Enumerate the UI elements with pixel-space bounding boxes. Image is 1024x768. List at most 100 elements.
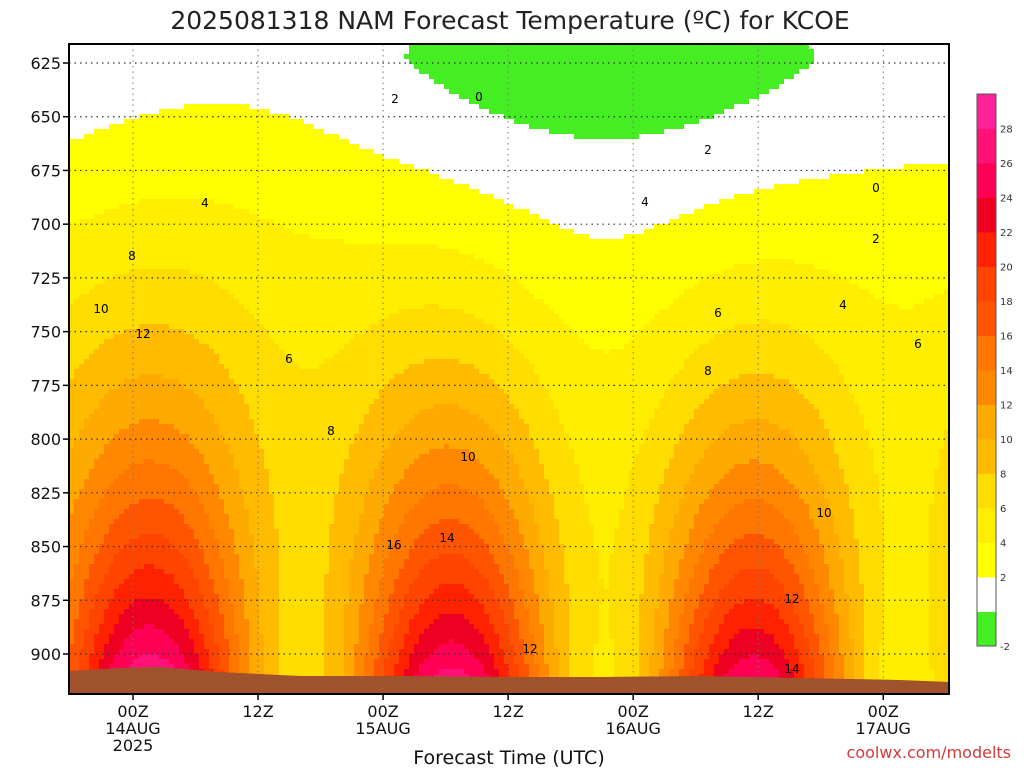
field-cell xyxy=(534,569,550,575)
field-cell xyxy=(424,529,475,535)
field-cell xyxy=(259,569,280,575)
field-cell xyxy=(809,44,949,50)
field-cell xyxy=(719,434,795,440)
field-cell xyxy=(469,184,775,190)
field-cell xyxy=(614,659,640,665)
field-cell xyxy=(369,649,380,655)
field-cell xyxy=(344,624,360,630)
field-cell xyxy=(504,619,520,625)
field-cell xyxy=(564,549,600,555)
field-cell xyxy=(389,599,405,605)
field-cell xyxy=(834,604,850,610)
field-cell xyxy=(569,659,595,665)
field-cell xyxy=(94,214,260,220)
field-cell xyxy=(459,94,760,100)
field-cell xyxy=(134,569,165,575)
field-cell xyxy=(524,419,560,425)
field-cell xyxy=(69,554,80,560)
field-cell xyxy=(499,529,520,535)
field-cell xyxy=(879,669,935,675)
field-cell xyxy=(374,599,390,605)
field-cell xyxy=(444,444,450,450)
field-cell xyxy=(389,554,410,560)
field-cell xyxy=(799,439,835,445)
field-cell xyxy=(854,524,885,530)
field-cell xyxy=(564,319,650,325)
plot-area xyxy=(69,44,949,694)
field-cell xyxy=(89,664,100,670)
field-cell xyxy=(359,524,380,530)
field-cell xyxy=(724,429,790,435)
field-cell xyxy=(164,599,190,605)
field-cell xyxy=(264,464,345,470)
field-cell xyxy=(114,434,190,440)
field-cell xyxy=(944,429,949,435)
field-cell xyxy=(664,474,690,480)
field-cell xyxy=(429,489,470,495)
field-cell xyxy=(234,604,245,610)
field-cell xyxy=(74,624,90,630)
field-cell xyxy=(704,589,720,595)
field-cell xyxy=(489,619,505,625)
field-cell xyxy=(679,624,690,630)
y-tick-label: 800 xyxy=(30,430,61,449)
field-cell xyxy=(394,629,410,635)
field-cell xyxy=(379,524,400,530)
field-cell xyxy=(789,559,810,565)
field-cell xyxy=(559,664,570,670)
field-cell xyxy=(344,644,355,650)
field-cell xyxy=(569,639,600,645)
field-cell xyxy=(814,674,825,680)
field-cell xyxy=(654,514,675,520)
field-cell xyxy=(204,454,235,460)
field-cell xyxy=(599,564,610,570)
field-cell xyxy=(689,529,715,535)
field-cell xyxy=(449,89,770,95)
field-cell xyxy=(414,539,485,545)
field-cell xyxy=(94,644,105,650)
field-cell xyxy=(419,499,485,505)
field-cell xyxy=(839,619,850,625)
field-cell xyxy=(409,629,425,635)
colorbar-swatch xyxy=(977,542,996,578)
field-cell xyxy=(394,624,410,630)
field-cell xyxy=(179,469,210,475)
field-cell xyxy=(609,624,640,630)
field-cell xyxy=(664,629,680,635)
field-cell xyxy=(724,514,785,520)
field-cell xyxy=(664,639,675,645)
contour-label: 12 xyxy=(135,327,150,341)
field-cell xyxy=(409,654,430,660)
field-cell xyxy=(729,669,780,675)
field-cell xyxy=(119,649,180,655)
field-cell xyxy=(84,484,110,490)
field-cell xyxy=(669,619,680,625)
field-cell xyxy=(369,634,380,640)
field-cell xyxy=(759,94,949,100)
field-cell xyxy=(379,639,390,645)
field-cell xyxy=(864,629,885,635)
field-cell xyxy=(69,474,90,480)
field-cell xyxy=(704,454,810,460)
field-cell xyxy=(604,599,610,605)
field-cell xyxy=(594,534,615,540)
field-cell xyxy=(929,639,949,645)
field-cell xyxy=(219,554,240,560)
field-cell xyxy=(219,354,290,360)
field-cell xyxy=(794,434,830,440)
field-cell xyxy=(429,654,475,660)
field-cell xyxy=(824,604,835,610)
field-cell xyxy=(69,109,160,115)
field-cell xyxy=(409,49,815,55)
field-cell xyxy=(794,74,949,80)
field-cell xyxy=(794,639,810,645)
field-cell xyxy=(434,79,785,85)
field-cell xyxy=(709,609,730,615)
field-cell xyxy=(209,649,220,655)
field-cell xyxy=(414,64,810,70)
field-cell xyxy=(649,534,670,540)
field-cell xyxy=(104,489,195,495)
field-cell xyxy=(879,644,930,650)
field-cell xyxy=(509,634,520,640)
field-cell xyxy=(674,514,695,520)
